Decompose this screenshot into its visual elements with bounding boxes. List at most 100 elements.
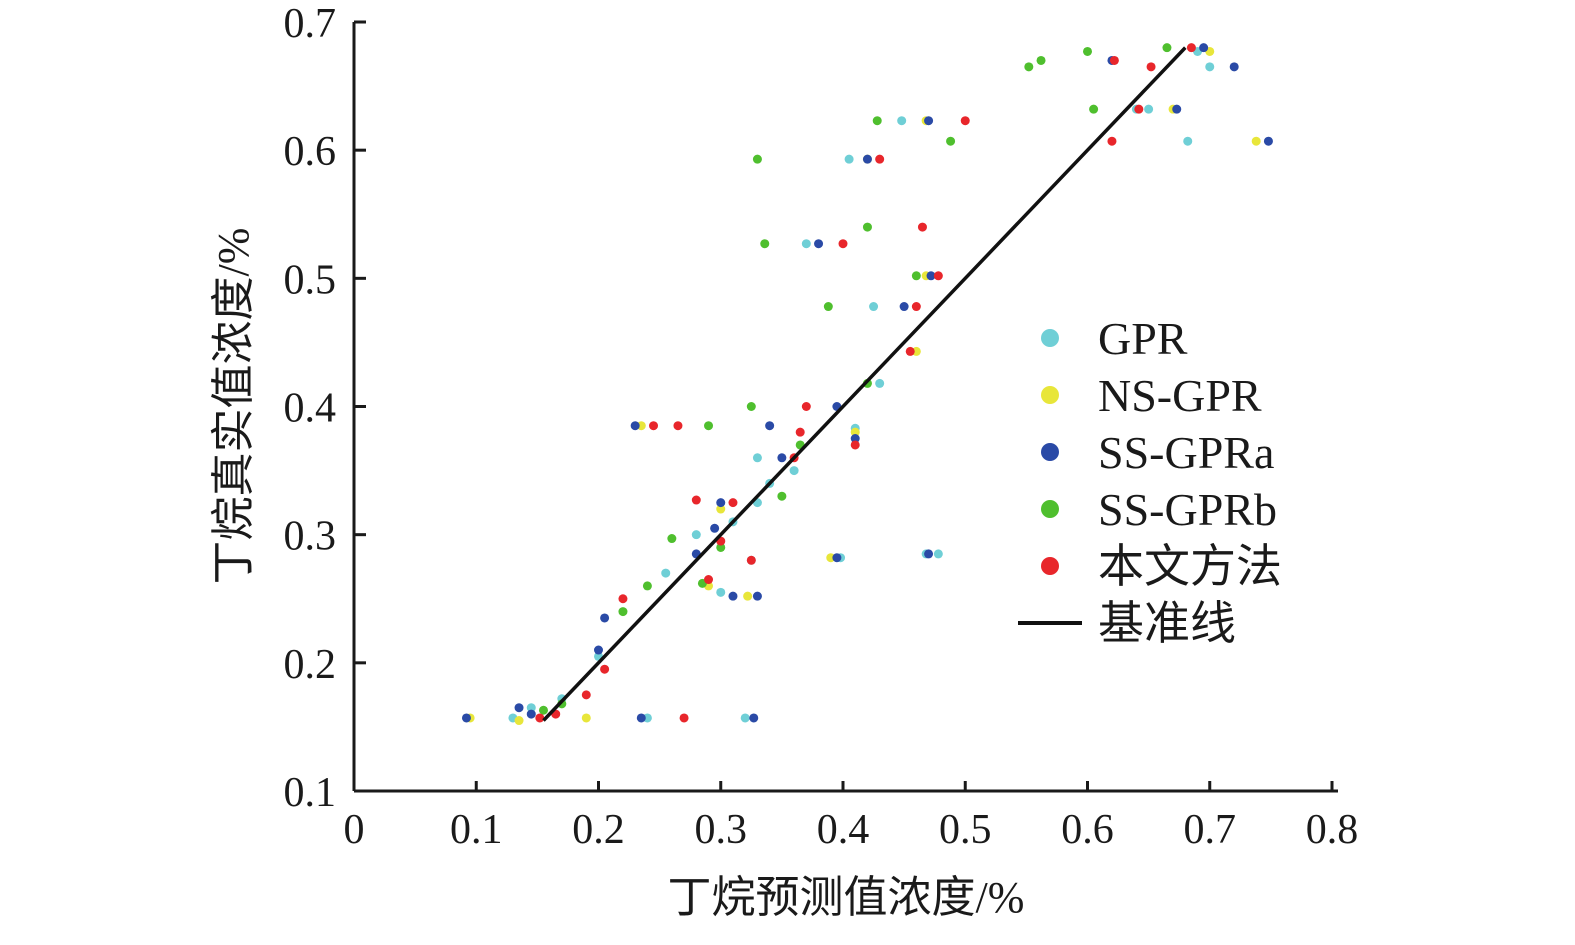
data-point [581, 713, 591, 723]
legend-marker [1041, 557, 1059, 575]
series-GPR [508, 46, 1215, 723]
data-point [535, 713, 545, 723]
x-tick-label: 0.3 [695, 807, 748, 853]
data-point [514, 716, 524, 726]
data-point [844, 154, 854, 164]
data-point [862, 154, 872, 164]
data-point [600, 664, 610, 674]
data-point [679, 713, 689, 723]
legend-item: SS-GPRb [1041, 484, 1277, 535]
y-tick-label: 0.6 [284, 129, 337, 175]
legend-label: 基准线 [1098, 598, 1236, 649]
data-point [1144, 104, 1154, 114]
data-point [1107, 136, 1117, 146]
data-point [1183, 136, 1193, 146]
data-point [526, 703, 536, 713]
data-point [1146, 62, 1156, 72]
data-point [538, 705, 548, 715]
data-point [649, 421, 659, 431]
baseline [542, 46, 1187, 722]
data-point [642, 581, 652, 591]
data-point [1229, 62, 1239, 72]
x-axis-title: 丁烷预测值浓度/% [668, 873, 1025, 922]
legend-label: NS-GPR [1098, 370, 1262, 421]
data-point [823, 302, 833, 312]
y-ticks: 0.1 0.2 0.3 0.4 0.5 0.6 0.7 [284, 1, 366, 816]
legend-label: SS-GPRa [1098, 427, 1274, 478]
data-point [924, 116, 934, 126]
data-point [801, 402, 811, 411]
data-point [691, 495, 701, 505]
data-point [875, 378, 885, 388]
legend-marker [1041, 386, 1059, 404]
data-point [1199, 43, 1209, 53]
y-tick-label: 0.1 [284, 770, 337, 816]
data-point [716, 504, 726, 514]
data-point [924, 549, 934, 559]
data-point [716, 498, 726, 508]
data-point [704, 421, 714, 431]
data-point [926, 271, 936, 281]
data-point [581, 690, 591, 700]
data-point [1024, 62, 1034, 72]
data-point [743, 591, 753, 601]
data-point [749, 713, 759, 723]
data-point [1205, 62, 1215, 72]
y-axis-title: 丁烷真实值浓度/% [209, 228, 258, 585]
data-point [850, 434, 860, 444]
baseline-line [542, 46, 1187, 722]
x-tick-label: 0.1 [450, 807, 503, 853]
legend-item: SS-GPRa [1041, 427, 1274, 478]
series-本文方法 [535, 43, 1196, 723]
data-point [1172, 104, 1182, 114]
data-point [704, 575, 714, 585]
data-point [461, 713, 471, 723]
data-point [875, 154, 885, 164]
data-point [905, 346, 915, 356]
y-tick-label: 0.5 [284, 257, 337, 303]
legend-item: 本文方法 [1041, 541, 1282, 592]
data-point [691, 530, 701, 540]
x-tick-label: 0.6 [1061, 807, 1114, 853]
legend-label: GPR [1098, 313, 1188, 364]
data-point [933, 271, 943, 281]
data-point [600, 613, 610, 623]
data-point [514, 703, 524, 713]
series-SS-GPRa [461, 43, 1273, 723]
data-point [946, 136, 956, 146]
axes: 0 0.1 0.2 0.3 0.4 0.5 0.6 0.7 0.8 0.10.20.30.40.… [284, 1, 1359, 853]
x-tick-label: 0.5 [939, 807, 992, 853]
data-point [630, 421, 640, 431]
data-point [832, 553, 842, 563]
data-point [789, 466, 799, 476]
data-point [1263, 136, 1273, 146]
data-point [897, 116, 907, 126]
data-point [911, 271, 921, 281]
legend-item: NS-GPR [1041, 370, 1262, 421]
data-point [917, 222, 927, 232]
data-point [760, 239, 770, 249]
data-point [1036, 55, 1046, 65]
data-point [746, 555, 756, 565]
data-point [636, 713, 646, 723]
legend-label: SS-GPRb [1098, 484, 1277, 535]
data-point [765, 421, 775, 431]
data-point [960, 116, 970, 126]
data-point [728, 498, 738, 508]
data-points [461, 43, 1273, 726]
series-SS-GPRb [538, 43, 1172, 715]
legend-label: 本文方法 [1098, 541, 1282, 592]
data-point [777, 491, 787, 501]
legend-marker [1041, 329, 1059, 347]
data-point [728, 591, 738, 601]
data-point [933, 549, 943, 559]
x-tick-label: 0.4 [817, 807, 870, 853]
data-point [850, 440, 860, 450]
y-tick-label: 0.2 [284, 642, 337, 688]
data-point [1251, 136, 1261, 146]
y-tick-label: 0.7 [284, 1, 337, 47]
data-point [850, 427, 860, 437]
data-point [618, 594, 628, 604]
data-point [872, 116, 882, 126]
